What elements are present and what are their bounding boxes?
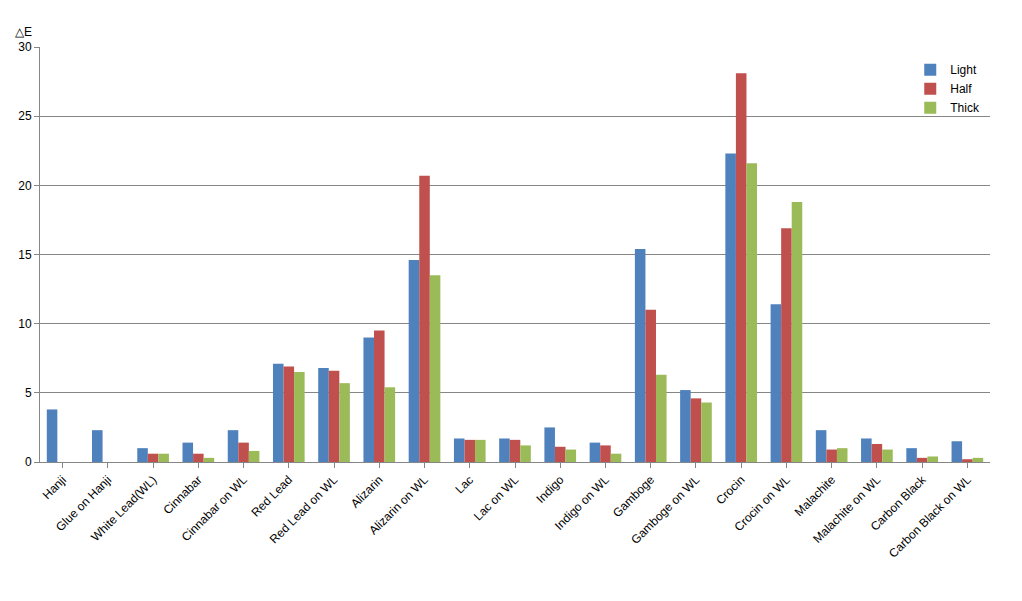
svg-text:White Lead(WL): White Lead(WL) [88,473,159,544]
svg-text:Hanji: Hanji [40,473,69,502]
svg-text:Lac on WL: Lac on WL [471,473,522,524]
svg-text:Thick: Thick [950,101,980,115]
svg-text:Lac: Lac [453,473,477,497]
svg-text:Red Lead: Red Lead [248,473,295,520]
svg-text:0: 0 [25,455,32,469]
svg-text:Gamboge on WL: Gamboge on WL [628,473,702,547]
svg-text:20: 20 [18,179,32,193]
svg-text:Carbon Black: Carbon Black [868,472,930,534]
svg-text:Light: Light [950,63,977,77]
svg-text:Glue on Hanji: Glue on Hanji [53,473,114,534]
svg-text:Alizarin: Alizarin [348,473,386,511]
svg-text:30: 30 [18,40,32,54]
svg-text:Cinnabar on WL: Cinnabar on WL [179,473,250,544]
svg-text:Alizarin on WL: Alizarin on WL [366,473,431,538]
svg-text:Malachite on WL: Malachite on WL [810,473,883,546]
svg-text:Indigo: Indigo [534,473,567,506]
svg-text:Indigo on WL: Indigo on WL [552,473,612,533]
svg-text:Crocin on WL: Crocin on WL [731,473,793,535]
svg-text:15: 15 [18,248,32,262]
svg-text:Red Lead on WL: Red Lead on WL [267,473,341,547]
svg-text:25: 25 [18,109,32,123]
svg-text:Gamboge: Gamboge [610,473,657,520]
svg-text:△E: △E [15,25,32,39]
svg-text:Malachite: Malachite [792,473,838,519]
svg-text:Half: Half [950,82,972,96]
svg-text:5: 5 [25,386,32,400]
svg-text:Crocin: Crocin [713,473,747,507]
svg-text:10: 10 [18,317,32,331]
svg-text:Cinnabar: Cinnabar [160,473,204,517]
svg-text:Carbon Black on WL: Carbon Black on WL [886,473,974,561]
